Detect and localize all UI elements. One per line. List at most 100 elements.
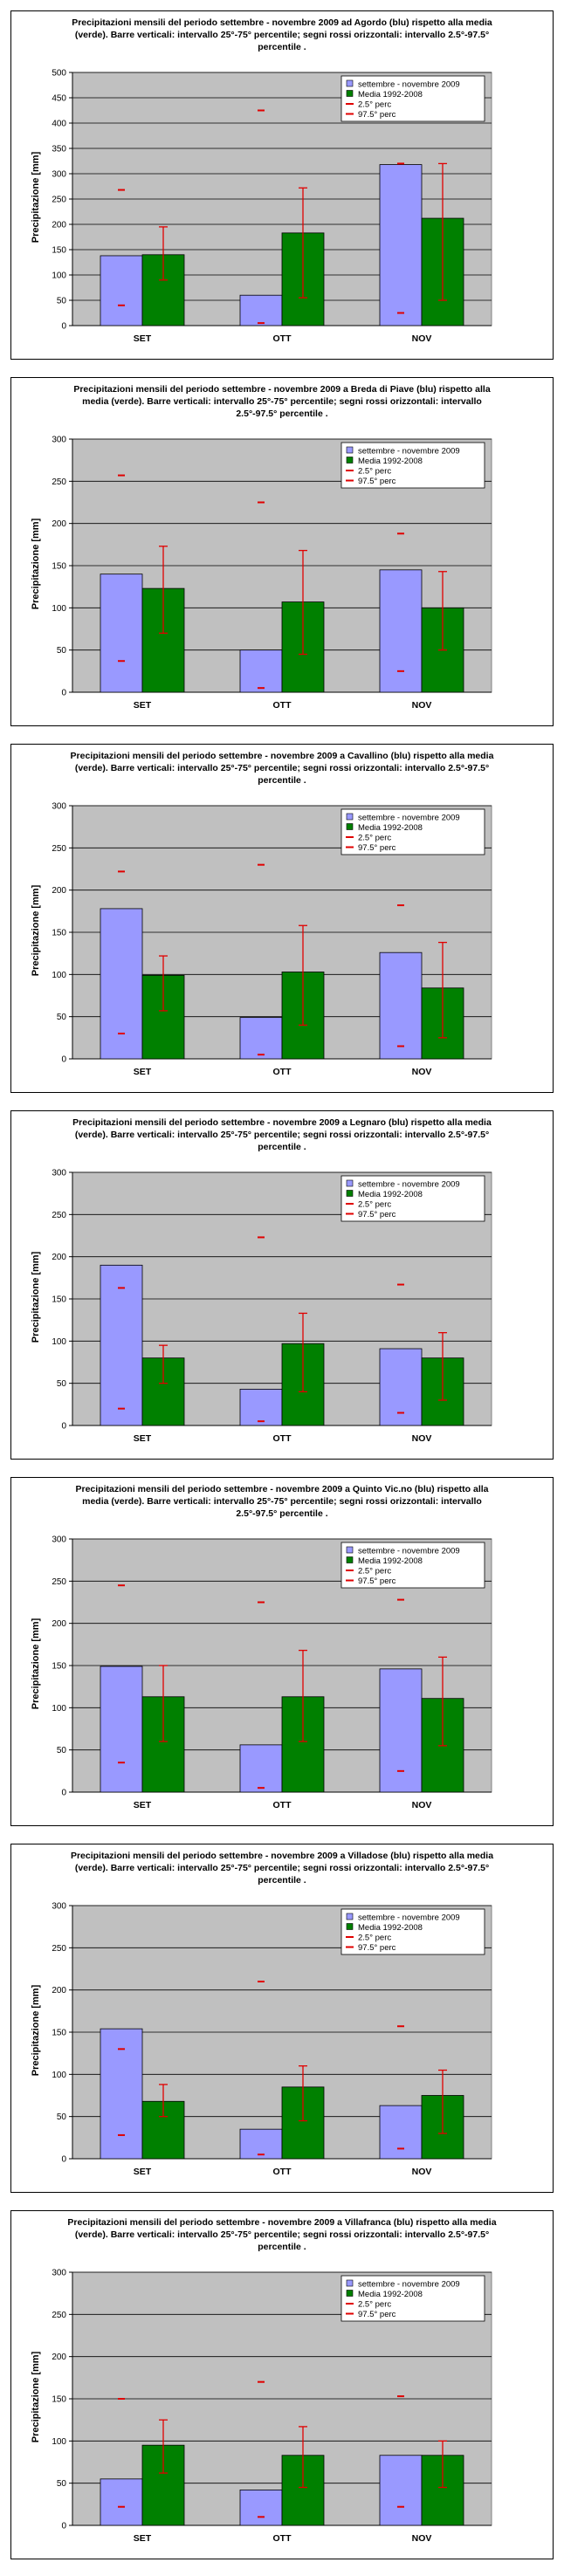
x-category-label: SET <box>134 700 152 711</box>
y-tick-label: 250 <box>52 1211 66 1220</box>
y-tick-label: 50 <box>57 297 67 306</box>
y-tick-label: 0 <box>61 322 66 332</box>
y-tick-label: 50 <box>57 2112 67 2122</box>
chart-panel-3: Precipitazioni mensili del periodo sette… <box>10 744 554 1093</box>
y-tick-label: 50 <box>57 2479 67 2489</box>
legend-swatch <box>346 2290 354 2297</box>
chart-svg: 0 50 100 150 200 250 300 SET OTT NOV settembre - n… <box>52 2269 492 2544</box>
x-category-label: OTT <box>273 333 292 344</box>
chart-title: Precipitazioni mensili del periodo sette… <box>72 1117 492 1152</box>
legend-swatch <box>346 90 354 97</box>
y-tick-label: 150 <box>52 562 66 572</box>
legend-swatch <box>346 1913 354 1920</box>
legend-label: settembre - novembre 2009 <box>358 2280 460 2290</box>
bar-obs-set <box>100 1666 143 1793</box>
legend-swatch <box>346 79 354 87</box>
legend-label: Media 1992-2008 <box>358 1923 423 1933</box>
bar-obs-set <box>100 908 143 1060</box>
legend-label: Media 1992-2008 <box>358 1556 423 1566</box>
legend-label: 97.5° perc <box>358 843 396 853</box>
chart-svg: 0 50 100 150 200 250 300 SET OTT NOV settembre - n… <box>52 1902 492 2177</box>
y-tick-label: 0 <box>61 1055 66 1065</box>
chart-panel-6: Precipitazioni mensili del periodo sette… <box>10 1844 554 2193</box>
legend-label: Media 1992-2008 <box>358 457 423 466</box>
y-tick-label: 150 <box>52 1295 66 1305</box>
y-tick-label: 100 <box>52 271 66 281</box>
y-tick-label: 200 <box>52 1986 66 1996</box>
y-tick-label: 250 <box>52 844 66 854</box>
y-tick-label: 50 <box>57 1379 67 1389</box>
x-category-label: SET <box>134 1067 152 1077</box>
x-category-label: NOV <box>412 1433 432 1444</box>
x-category-label: NOV <box>412 1800 432 1810</box>
x-category-label: NOV <box>412 2167 432 2177</box>
legend-swatch <box>346 1546 354 1554</box>
bar-obs-nov <box>379 569 423 693</box>
x-category-label: OTT <box>273 700 292 711</box>
chart-title: Precipitazioni mensili del periodo sette… <box>73 384 491 419</box>
y-tick-label: 100 <box>52 971 66 980</box>
bar-obs-set <box>100 574 143 693</box>
y-tick-label: 0 <box>61 2155 66 2165</box>
x-category-label: SET <box>134 1433 152 1444</box>
legend-label: 97.5° perc <box>358 477 396 486</box>
y-tick-label: 200 <box>52 1253 66 1262</box>
legend-label: settembre - novembre 2009 <box>358 80 460 90</box>
y-tick-label: 500 <box>52 69 66 79</box>
chart-svg: 0 50 100 150 200 250 300 SET OTT NOV settembre - n… <box>52 1535 492 1810</box>
bar-obs-ott <box>239 1389 283 1426</box>
bar-obs-set <box>100 2478 143 2526</box>
bar-obs-ott <box>239 2489 283 2526</box>
x-category-label: NOV <box>412 700 432 711</box>
bar-obs-nov <box>379 1348 423 1426</box>
bar-obs-set <box>100 2028 143 2160</box>
y-tick-label: 250 <box>52 1577 66 1587</box>
y-tick-label: 0 <box>61 2522 66 2531</box>
legend-label: 2.5° perc <box>358 1934 391 1943</box>
y-tick-label: 200 <box>52 519 66 529</box>
y-tick-label: 250 <box>52 196 66 205</box>
legend-swatch <box>346 2279 354 2287</box>
chart-svg: 0 50 100 150 200 250 300 SET OTT NOV settembre - n… <box>52 436 492 711</box>
legend-label: settembre - novembre 2009 <box>358 1547 460 1556</box>
legend-label: settembre - novembre 2009 <box>358 1180 460 1190</box>
legend-label: settembre - novembre 2009 <box>358 447 460 457</box>
x-category-label: OTT <box>273 1800 292 1810</box>
legend-label: 2.5° perc <box>358 1200 391 1210</box>
legend-label: Media 1992-2008 <box>358 823 423 833</box>
chart-panel-7: Precipitazioni mensili del periodo sette… <box>10 2210 554 2559</box>
legend-swatch <box>346 1556 354 1563</box>
y-tick-label: 150 <box>52 929 66 938</box>
chart-svg: 0 50 100 150 200 250 300 SET OTT NOV settembre - n… <box>52 1169 492 1444</box>
y-tick-label: 150 <box>52 1662 66 1672</box>
x-category-label: OTT <box>273 1067 292 1077</box>
y-tick-label: 300 <box>52 1169 66 1178</box>
chart-panel-4: Precipitazioni mensili del periodo sette… <box>10 1110 554 1460</box>
bar-obs-ott <box>239 294 283 326</box>
legend-label: 97.5° perc <box>358 1577 396 1586</box>
y-tick-label: 200 <box>52 221 66 230</box>
bar-obs-set <box>100 255 143 326</box>
legend-label: settembre - novembre 2009 <box>358 1913 460 1923</box>
x-category-label: NOV <box>412 2533 432 2544</box>
legend-swatch <box>346 1923 354 1930</box>
legend-label: 97.5° perc <box>358 110 396 120</box>
y-tick-label: 100 <box>52 2437 66 2447</box>
chart-title: Precipitazioni mensili del periodo sette… <box>70 751 494 786</box>
y-tick-label: 150 <box>52 246 66 256</box>
y-tick-label: 50 <box>57 1746 67 1755</box>
chart-panel-5: Precipitazioni mensili del periodo sette… <box>10 1477 554 1826</box>
y-tick-label: 250 <box>52 1944 66 1954</box>
x-category-label: OTT <box>273 2533 292 2544</box>
chart-title: Precipitazioni mensili del periodo sette… <box>70 1851 494 1886</box>
legend-label: 2.5° perc <box>358 2300 391 2310</box>
y-tick-label: 300 <box>52 1902 66 1912</box>
y-tick-label: 200 <box>52 886 66 896</box>
y-tick-label: 200 <box>52 1619 66 1629</box>
legend-label: 97.5° perc <box>358 2310 396 2319</box>
y-tick-label: 0 <box>61 1422 66 1432</box>
